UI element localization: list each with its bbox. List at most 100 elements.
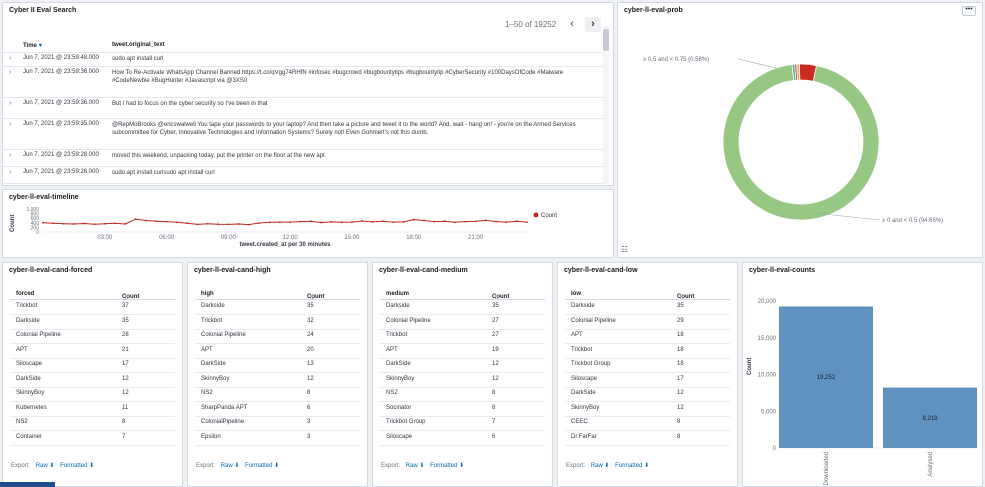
table-row[interactable]: › Jun 7, 2021 @ 23:59:35.000 @RepMoBrook…: [3, 119, 603, 150]
data-point[interactable]: [474, 220, 477, 223]
panel-options-button[interactable]: •••: [962, 6, 976, 16]
chevron-right-icon[interactable]: ›: [9, 55, 12, 62]
cell-term[interactable]: Trickbot Group: [386, 419, 426, 425]
data-point[interactable]: [515, 220, 518, 223]
table-row[interactable]: › Jun 7, 2021 @ 23:59:26.000 sudo apt in…: [3, 167, 603, 184]
export-formatted-link[interactable]: Formatted ⬇: [430, 463, 464, 469]
data-point[interactable]: [495, 220, 498, 223]
cell-term[interactable]: Darkside: [201, 303, 225, 309]
data-point[interactable]: [320, 221, 322, 224]
data-point[interactable]: [505, 221, 508, 224]
data-point[interactable]: [145, 219, 147, 222]
data-point[interactable]: [206, 222, 209, 225]
sort-desc-icon[interactable]: ▾: [38, 43, 42, 49]
cell-term[interactable]: SkinnyBoy: [201, 375, 230, 382]
cell-term[interactable]: DarkSide: [386, 361, 411, 367]
data-point[interactable]: [62, 222, 65, 225]
data-point[interactable]: [248, 223, 250, 226]
sort-icon[interactable]: ⇅: [494, 295, 500, 301]
cell-term[interactable]: SkinnyBoy: [16, 390, 45, 396]
column-header-text[interactable]: tweet.original_text: [112, 42, 165, 48]
cell-term[interactable]: Dr.FarFar: [571, 433, 597, 440]
cell-term[interactable]: SharpPanda APT: [201, 404, 248, 411]
cell-term[interactable]: APT: [16, 346, 28, 353]
chevron-right-icon[interactable]: ›: [9, 100, 12, 107]
data-point[interactable]: [278, 221, 281, 224]
cell-term[interactable]: Kubernetes: [16, 404, 47, 411]
cell-term[interactable]: DarkSide: [571, 390, 596, 396]
data-point[interactable]: [454, 221, 456, 224]
export-raw-link[interactable]: Raw ⬇: [36, 463, 55, 469]
data-point[interactable]: [217, 223, 219, 226]
data-point[interactable]: [412, 218, 415, 221]
cell-term[interactable]: Siloscape: [386, 433, 413, 440]
data-point[interactable]: [464, 220, 467, 223]
cell-term[interactable]: Colonial Pipeline: [16, 332, 61, 338]
cell-term[interactable]: Colonial Pipeline: [201, 332, 246, 338]
data-point[interactable]: [402, 220, 405, 223]
cell-term[interactable]: Siloscape: [571, 375, 598, 382]
data-point[interactable]: [42, 221, 44, 224]
export-raw-link[interactable]: Raw ⬇: [591, 463, 610, 469]
cell-term[interactable]: APT: [571, 332, 583, 338]
cell-term[interactable]: CEEC: [571, 419, 588, 425]
data-point[interactable]: [124, 223, 127, 225]
data-point[interactable]: [186, 222, 189, 225]
data-point[interactable]: [381, 220, 384, 223]
vertical-scrollbar[interactable]: [603, 26, 609, 184]
data-point[interactable]: [423, 219, 425, 222]
cell-term[interactable]: Darkside: [571, 303, 595, 309]
chevron-right-icon[interactable]: ›: [9, 169, 12, 176]
data-point[interactable]: [484, 219, 487, 222]
cell-term[interactable]: Trickbot Group: [571, 361, 611, 367]
donut-slice[interactable]: [722, 64, 880, 221]
sort-icon[interactable]: ⇅: [124, 295, 130, 301]
sort-icon[interactable]: ⇅: [679, 295, 685, 301]
cell-term[interactable]: APT: [386, 346, 398, 353]
data-point[interactable]: [134, 218, 137, 221]
chevron-right-icon[interactable]: ›: [9, 69, 12, 76]
cell-term[interactable]: NS2: [201, 390, 213, 396]
bar[interactable]: [779, 306, 873, 448]
cell-term[interactable]: APT: [201, 346, 213, 353]
table-row[interactable]: › Jun 7, 2021 @ 23:59:36.000 But I had t…: [3, 98, 603, 119]
chevron-right-icon[interactable]: ›: [9, 152, 12, 159]
cell-term[interactable]: Darkside: [16, 317, 40, 324]
table-row[interactable]: › Jun 7, 2021 @ 23:59:48.000 sudo apt in…: [3, 53, 603, 67]
data-point[interactable]: [83, 222, 86, 225]
sort-icon[interactable]: ⇅: [309, 295, 315, 301]
data-point[interactable]: [526, 221, 528, 224]
data-point[interactable]: [52, 222, 55, 225]
legend-label[interactable]: Count: [541, 213, 557, 219]
column-header[interactable]: medium: [386, 291, 410, 297]
cell-term[interactable]: Trickbot: [386, 332, 408, 338]
cell-term[interactable]: Epsilon: [201, 433, 221, 440]
data-point[interactable]: [392, 221, 395, 224]
data-point[interactable]: [289, 221, 292, 224]
data-point[interactable]: [114, 222, 116, 225]
data-point[interactable]: [443, 220, 446, 223]
cell-term[interactable]: ColonialPipeline: [201, 419, 245, 425]
cell-term[interactable]: Trickbot: [571, 346, 593, 353]
data-point[interactable]: [309, 220, 312, 223]
data-point[interactable]: [227, 223, 230, 226]
data-point[interactable]: [175, 221, 178, 224]
column-header-time[interactable]: Time ▾: [23, 42, 42, 49]
legend-toggle-icon[interactable]: ☷: [621, 245, 629, 254]
table-row[interactable]: › Jun 7, 2021 @ 23:59:28.000 moved this …: [3, 150, 603, 167]
data-point[interactable]: [340, 221, 343, 224]
data-point[interactable]: [330, 220, 333, 223]
data-point[interactable]: [196, 223, 199, 226]
data-point[interactable]: [371, 220, 374, 223]
data-point[interactable]: [165, 220, 168, 223]
scrollbar-thumb[interactable]: [603, 29, 609, 51]
data-point[interactable]: [258, 222, 261, 224]
column-header[interactable]: low: [571, 291, 581, 297]
table-row[interactable]: › Jun 7, 2021 @ 23:59:36.000 How To Re-A…: [3, 67, 603, 98]
data-point[interactable]: [299, 220, 302, 223]
data-point[interactable]: [155, 220, 158, 223]
cell-term[interactable]: Trickbot: [16, 303, 38, 309]
chevron-right-icon[interactable]: ›: [9, 121, 12, 128]
cell-term[interactable]: DarkSide: [16, 375, 41, 382]
data-point[interactable]: [72, 223, 75, 225]
